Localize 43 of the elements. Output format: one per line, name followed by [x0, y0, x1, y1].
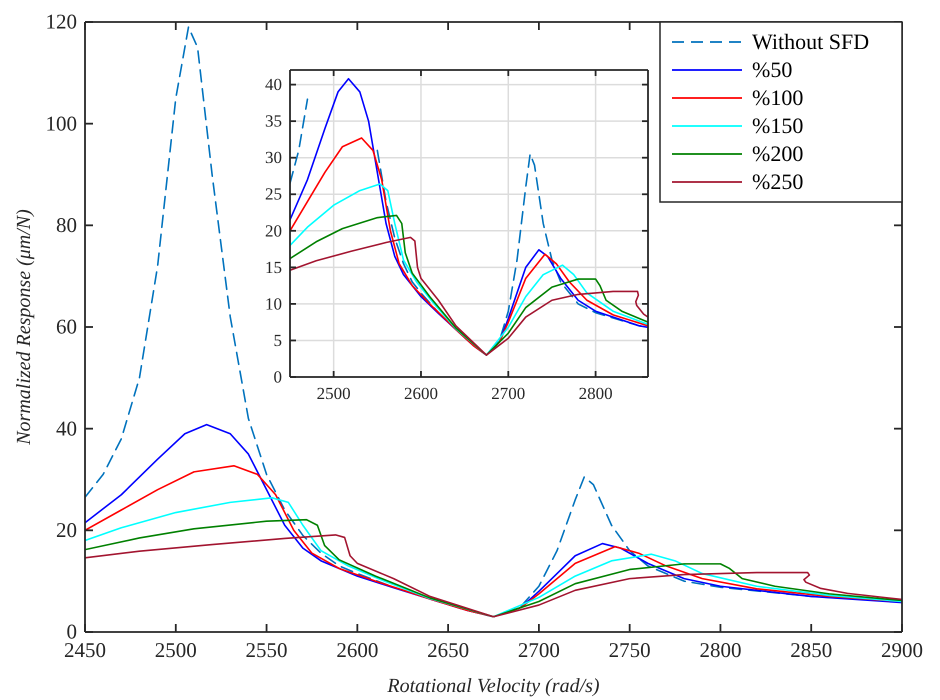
line-series — [290, 236, 648, 356]
x-tick-label: 2700 — [518, 638, 560, 662]
legend-label: %150 — [752, 113, 804, 138]
x-tick-label: 2600 — [404, 384, 438, 404]
line-series — [290, 183, 648, 356]
line-series — [85, 534, 902, 618]
y-tick-label: 0 — [274, 367, 282, 386]
y-tick-label: 40 — [265, 75, 282, 94]
y-tick-label: 60 — [56, 314, 77, 339]
x-tick-label: 2500 — [154, 638, 197, 662]
line-series — [290, 214, 648, 356]
x-tick-label: 2700 — [491, 384, 526, 404]
line-series — [85, 518, 902, 618]
x-tick-label: 2850 — [790, 638, 832, 662]
x-tick-label: 2650 — [427, 638, 470, 662]
y-tick-label: 120 — [46, 10, 77, 34]
y-tick-label: 100 — [46, 111, 77, 136]
y-tick-label: 20 — [265, 221, 282, 240]
x-tick-label: 2500 — [316, 384, 351, 404]
x-axis-title: Rotational Velocity (rad/s) — [386, 675, 600, 697]
y-tick-label: 80 — [56, 213, 77, 238]
x-tick-label: 2900 — [881, 638, 923, 662]
y-tick-label: 35 — [265, 112, 282, 131]
legend-label: %200 — [752, 141, 804, 166]
x-tick-label: 2600 — [336, 638, 378, 662]
line-series — [290, 137, 648, 356]
x-tick-label: 2750 — [608, 638, 651, 662]
y-tick-label: 20 — [56, 518, 77, 542]
legend-label: Without SFD — [752, 29, 870, 54]
y-tick-label: 10 — [265, 294, 282, 314]
line-series — [85, 497, 902, 618]
legend-label: %50 — [752, 57, 792, 82]
x-tick-label: 2800 — [699, 638, 742, 662]
y-tick-label: 5 — [274, 330, 282, 350]
x-tick-label: 2550 — [246, 638, 288, 662]
legend-label: %250 — [752, 169, 804, 194]
y-tick-label: 25 — [265, 184, 282, 204]
x-tick-label: 2800 — [578, 384, 613, 404]
y-axis-title: Normalized Response (μm/N) — [13, 208, 35, 446]
y-tick-label: 15 — [265, 258, 282, 277]
y-tick-label: 40 — [56, 416, 77, 440]
y-tick-label: 30 — [265, 148, 282, 168]
legend-label: %100 — [752, 85, 804, 110]
